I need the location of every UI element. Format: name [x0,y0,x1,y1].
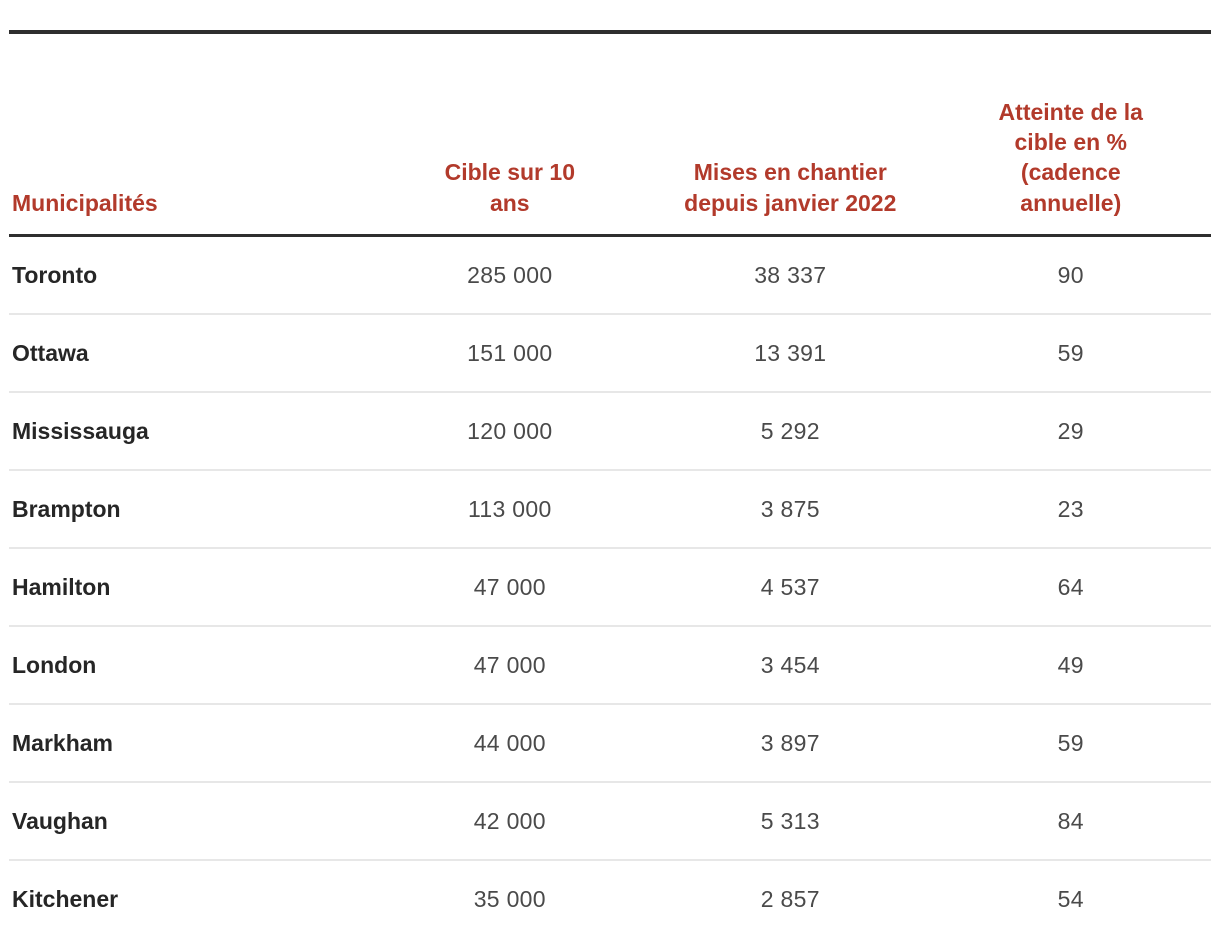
table-row: London 47 000 3 454 49 [9,626,1211,704]
cell-target: 42 000 [370,782,650,860]
table-row: Vaughan 42 000 5 313 84 [9,782,1211,860]
cell-percent: 59 [931,314,1211,392]
column-header-mises-en-chantier: Mises en chantier depuis janvier 2022 [650,32,931,236]
cell-starts: 3 454 [650,626,931,704]
cell-municipality: Vaughan [9,782,370,860]
cell-target: 285 000 [370,236,650,315]
cell-starts: 5 292 [650,392,931,470]
cell-target: 120 000 [370,392,650,470]
cell-percent: 59 [931,704,1211,782]
cell-starts: 3 875 [650,470,931,548]
cell-percent: 54 [931,860,1211,937]
column-header-atteinte-cible: Atteinte de la cible en % (cadence annue… [931,32,1211,236]
header-row: Municipalités Cible sur 10 ans Mises en … [9,32,1211,236]
column-header-label: Municipalités [12,188,158,218]
table-row: Kitchener 35 000 2 857 54 [9,860,1211,937]
cell-municipality: London [9,626,370,704]
cell-target: 47 000 [370,626,650,704]
cell-starts: 13 391 [650,314,931,392]
cell-municipality: Mississauga [9,392,370,470]
column-header-municipalites: Municipalités [9,32,370,236]
cell-municipality: Toronto [9,236,370,315]
cell-starts: 2 857 [650,860,931,937]
table-row: Toronto 285 000 38 337 90 [9,236,1211,315]
table-row: Hamilton 47 000 4 537 64 [9,548,1211,626]
cell-target: 47 000 [370,548,650,626]
table-header: Municipalités Cible sur 10 ans Mises en … [9,32,1211,236]
cell-percent: 84 [931,782,1211,860]
housing-targets-table: Municipalités Cible sur 10 ans Mises en … [9,30,1211,937]
page: Municipalités Cible sur 10 ans Mises en … [0,0,1220,914]
table-row: Markham 44 000 3 897 59 [9,704,1211,782]
cell-percent: 23 [931,470,1211,548]
cell-starts: 4 537 [650,548,931,626]
cell-percent: 64 [931,548,1211,626]
column-header-label: Mises en chantier depuis janvier 2022 [675,157,905,218]
table-row: Mississauga 120 000 5 292 29 [9,392,1211,470]
cell-starts: 38 337 [650,236,931,315]
cell-municipality: Hamilton [9,548,370,626]
cell-target: 113 000 [370,470,650,548]
cell-target: 44 000 [370,704,650,782]
table-body: Toronto 285 000 38 337 90 Ottawa 151 000… [9,236,1211,937]
cell-starts: 5 313 [650,782,931,860]
cell-target: 151 000 [370,314,650,392]
cell-municipality: Kitchener [9,860,370,937]
cell-target: 35 000 [370,860,650,937]
column-header-label: Cible sur 10 ans [425,157,595,218]
cell-starts: 3 897 [650,704,931,782]
cell-percent: 29 [931,392,1211,470]
cell-municipality: Markham [9,704,370,782]
table-row: Ottawa 151 000 13 391 59 [9,314,1211,392]
cell-municipality: Brampton [9,470,370,548]
column-header-label: Atteinte de la cible en % (cadence annue… [971,97,1171,218]
cell-percent: 90 [931,236,1211,315]
table-row: Brampton 113 000 3 875 23 [9,470,1211,548]
column-header-cible-10-ans: Cible sur 10 ans [370,32,650,236]
cell-municipality: Ottawa [9,314,370,392]
cell-percent: 49 [931,626,1211,704]
